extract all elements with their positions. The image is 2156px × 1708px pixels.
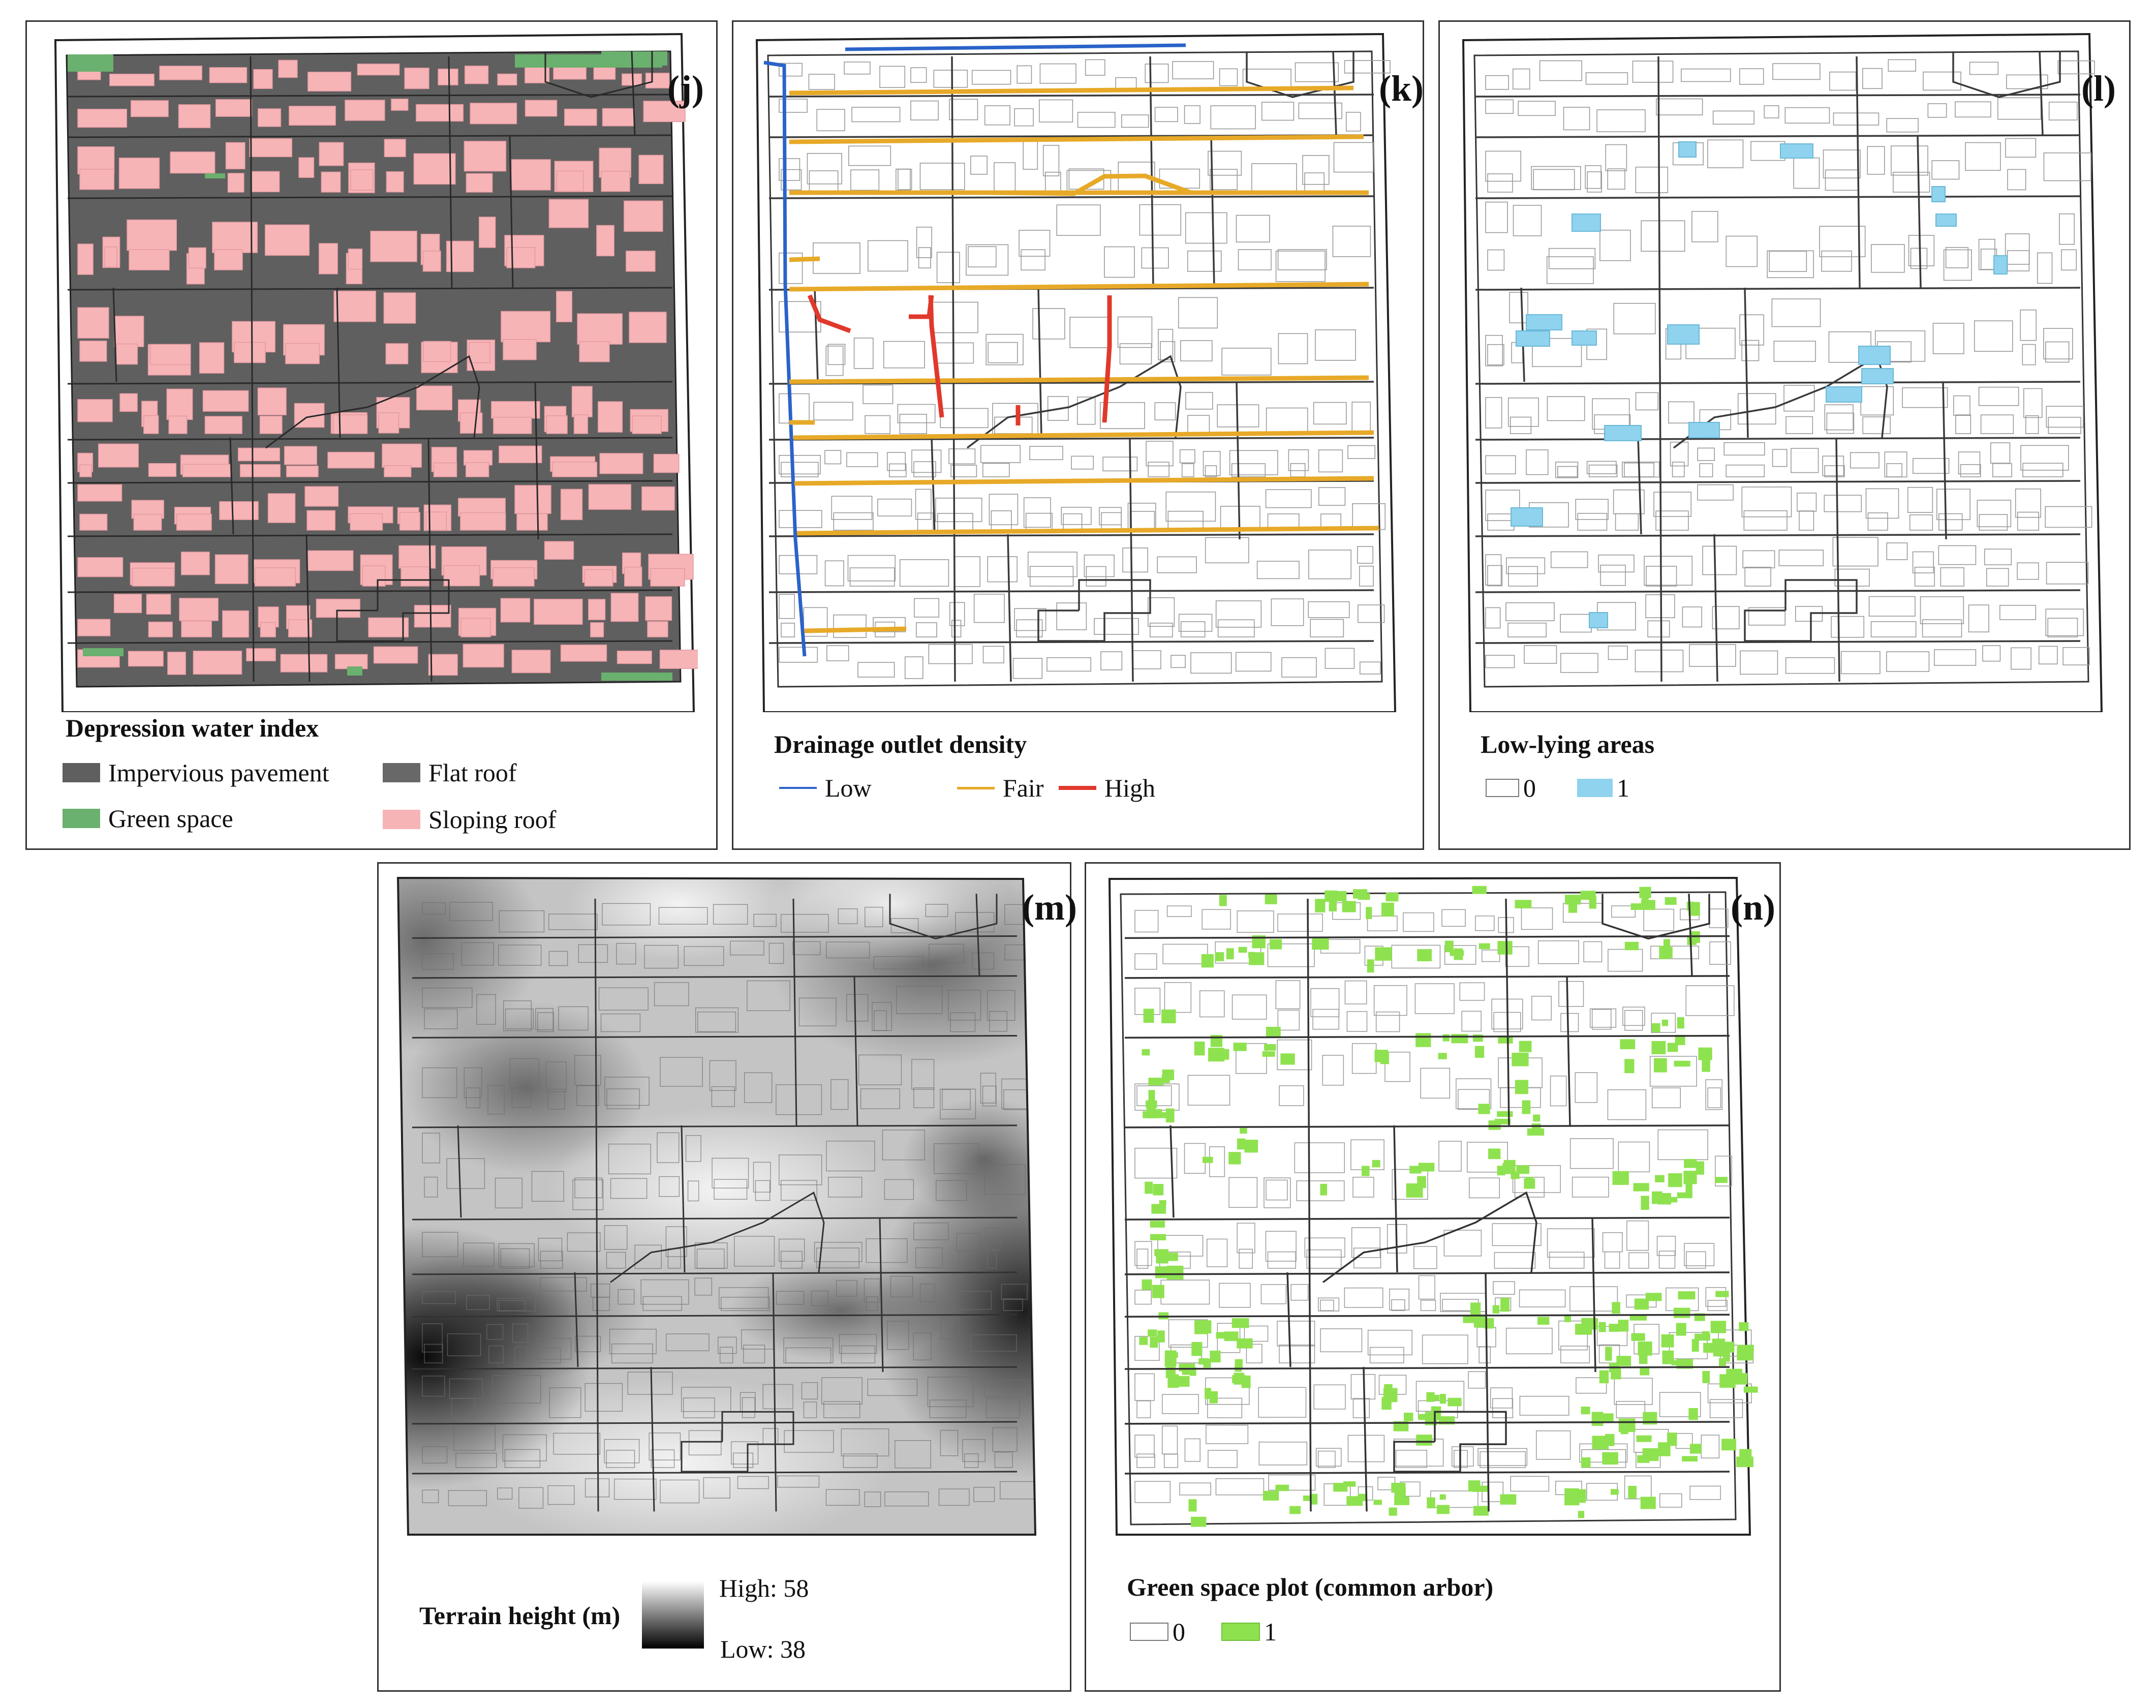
- panel-tag-m: (m): [1022, 887, 1077, 928]
- road-lines: [1124, 894, 1730, 1512]
- building-outlines: [1134, 902, 1754, 1508]
- legend-item-l-1: 1: [1577, 773, 1629, 803]
- map-n: [1108, 876, 1758, 1536]
- building-outlines: [422, 902, 1035, 1509]
- drainage-low: [763, 43, 1186, 657]
- legend-low-label: Low: 38: [720, 1635, 806, 1663]
- building-outlines: [1485, 59, 2095, 675]
- legend-title-m: Terrain height (m): [419, 1601, 621, 1630]
- legend-item-high: High: [1059, 773, 1155, 803]
- road-lines: [1475, 51, 2081, 682]
- swatch-flat-roof: [383, 763, 420, 782]
- green-space-blocks: [68, 51, 672, 681]
- legend-item-sloping-roof: Sloping roof: [383, 805, 556, 834]
- legend-title-l: Low-lying areas: [1481, 730, 1655, 758]
- panel-j: (j) Depression water index Impervious pa…: [25, 20, 718, 850]
- drainage-high: [807, 294, 1112, 425]
- legend-title-k: Drainage outlet density: [774, 730, 1027, 758]
- swatch-n-1: [1221, 1623, 1260, 1641]
- low-lying-blocks: [1511, 141, 2008, 628]
- legend-item-l-0: 0: [1486, 773, 1536, 803]
- swatch-n-0: [1130, 1623, 1168, 1641]
- legend-high-label: High: 58: [719, 1574, 809, 1602]
- panel-n: (n) Green space plot (common arbor) 0 1: [1085, 862, 1781, 1692]
- map-boundary: [54, 33, 695, 712]
- swatch-green-space: [63, 809, 100, 828]
- terrain-raster: [398, 878, 1035, 1535]
- map-boundary: [396, 876, 1037, 1536]
- building-outlines: [779, 59, 1391, 679]
- terrain-gradient-bar: [642, 1581, 704, 1649]
- map-j: [54, 33, 698, 712]
- study-area: [1473, 50, 2089, 688]
- line-swatch-high: [1059, 786, 1096, 790]
- map-k: [755, 33, 1397, 712]
- road-lines: [412, 894, 1018, 1512]
- road-lines: [67, 51, 673, 682]
- swatch-l-1: [1577, 779, 1613, 797]
- legend-item-n-0: 0: [1130, 1617, 1185, 1646]
- line-swatch-low: [779, 787, 817, 789]
- swatch-sloping-roof: [383, 810, 420, 829]
- map-boundary: [755, 33, 1397, 712]
- swatch-impervious: [63, 763, 100, 782]
- legend-item-n-1: 1: [1221, 1617, 1277, 1646]
- panel-tag-k: (k): [1379, 68, 1424, 109]
- panel-m: (m) Terrain height (m) High: 58 Low: 38: [377, 862, 1077, 1692]
- map-boundary: [1462, 33, 2103, 712]
- map-l: [1462, 33, 2103, 712]
- legend-title-j: Depression water index: [66, 714, 319, 742]
- legend-item-impervious: Impervious pavement: [63, 758, 329, 787]
- panel-tag-l: (l): [2081, 68, 2116, 109]
- legend-item-green-space: Green space: [63, 804, 233, 833]
- line-swatch-fair: [957, 786, 995, 789]
- map-m: [396, 876, 1037, 1536]
- map-boundary: [1108, 876, 1751, 1536]
- panel-l: (l) Low-lying areas 0 1: [1438, 20, 2131, 850]
- panel-tag-j: (j): [667, 68, 704, 109]
- panel-tag-n: (n): [1731, 887, 1775, 928]
- green-plot-cells: [1139, 886, 1758, 1527]
- swatch-l-0: [1486, 779, 1519, 797]
- drainage-fair: [789, 85, 1379, 633]
- sloping-roof-blocks: [77, 59, 698, 676]
- panel-k: (k) Drainage outlet density Low Fair Hig…: [732, 20, 1424, 850]
- legend-title-n: Green space plot (common arbor): [1127, 1573, 1494, 1601]
- legend-item-fair: Fair: [957, 773, 1044, 803]
- legend-item-flat-roof: Flat roof: [383, 758, 517, 787]
- legend-item-low: Low: [779, 773, 872, 803]
